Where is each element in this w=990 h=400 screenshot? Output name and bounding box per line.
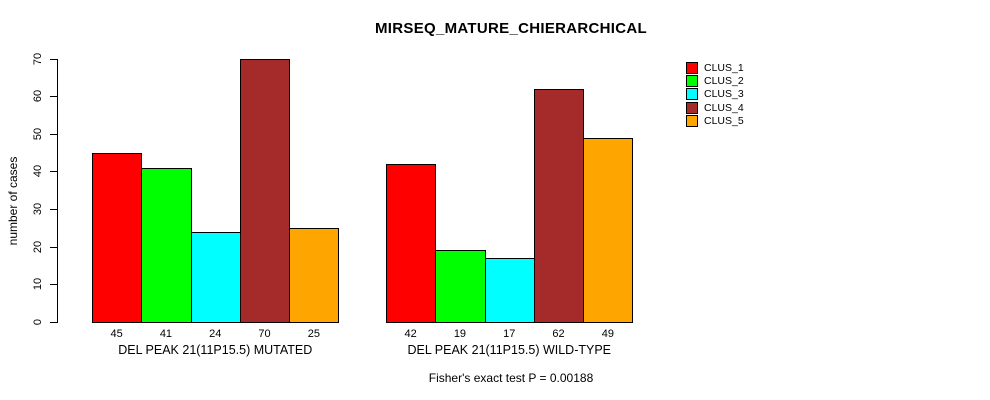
y-axis-tick-label: 20: [32, 240, 44, 253]
y-axis-tick-label: 40: [32, 165, 44, 178]
y-axis-tick: [50, 322, 57, 323]
y-axis-tick: [50, 133, 57, 135]
y-axis-tick-label: 0: [32, 318, 44, 326]
y-axis-tick-label: 10: [32, 278, 44, 291]
legend-row-clus_3: CLUS_3: [686, 88, 744, 101]
y-axis-tick-label: 70: [32, 52, 44, 65]
bar-clus_5-group2: [583, 137, 634, 323]
bar-value-label: 25: [307, 328, 320, 340]
bar-clus_1-group2: [386, 163, 437, 323]
group-label: DEL PEAK 21(11P15.5) MUTATED: [118, 343, 313, 357]
legend-swatch-icon: [686, 114, 698, 127]
legend-label: CLUS_2: [704, 74, 744, 87]
bar-value-label: 42: [404, 328, 417, 340]
legend-row-clus_1: CLUS_1: [686, 61, 744, 74]
fisher-test-annotation: Fisher's exact test P = 0.00188: [428, 371, 594, 385]
legend-swatch-icon: [686, 101, 698, 114]
legend-label: CLUS_5: [704, 114, 744, 127]
bar-value-label: 62: [552, 328, 565, 340]
bar-clus_4-group2: [533, 88, 585, 323]
chart-title: MIRSEQ_MATURE_CHIERARCHICAL: [375, 20, 647, 37]
y-axis-tick-label: 60: [32, 90, 44, 103]
legend-swatch-icon: [686, 61, 698, 74]
y-axis-tick: [50, 246, 57, 248]
y-axis-line: [57, 58, 58, 323]
y-axis-tick-label: 50: [32, 127, 44, 140]
y-axis-tick: [50, 284, 57, 286]
bar-value-label: 70: [258, 328, 271, 340]
bar-clus_2-group2: [435, 250, 486, 323]
y-axis-tick: [50, 58, 57, 60]
bar-clus_2-group1: [141, 167, 192, 323]
y-axis-label: number of cases: [6, 156, 20, 246]
bar-clus_4-group1: [239, 58, 291, 323]
bar-value-label: 17: [503, 328, 516, 340]
y-axis-tick-label: 30: [32, 202, 44, 216]
legend-row-clus_4: CLUS_4: [686, 101, 744, 114]
legend-swatch-icon: [686, 88, 698, 101]
bar-value-label: 41: [159, 328, 173, 340]
bar-clus_5-group1: [289, 227, 340, 323]
legend-label: CLUS_3: [704, 88, 744, 101]
legend-label: CLUS_1: [704, 61, 744, 74]
bar-value-label: 45: [110, 328, 123, 340]
bar-clus_1-group1: [92, 152, 143, 323]
group-label: DEL PEAK 21(11P15.5) WILD-TYPE: [407, 343, 612, 357]
legend-row-clus_2: CLUS_2: [686, 74, 744, 87]
y-axis-tick: [50, 96, 57, 98]
legend-label: CLUS_4: [704, 101, 744, 114]
y-axis-tick: [50, 171, 57, 173]
bar-clus_3-group1: [190, 231, 241, 323]
bar-value-label: 24: [209, 328, 222, 340]
bar-clus_3-group2: [484, 258, 535, 323]
legend-swatch-icon: [686, 74, 698, 87]
y-axis-tick: [50, 209, 57, 211]
legend: CLUS_1 CLUS_2 CLUS_3 CLUS_4 CLUS_5: [686, 61, 744, 127]
legend-row-clus_5: CLUS_5: [686, 114, 744, 127]
bar-value-label: 49: [601, 328, 614, 340]
bar-value-label: 19: [453, 328, 467, 340]
